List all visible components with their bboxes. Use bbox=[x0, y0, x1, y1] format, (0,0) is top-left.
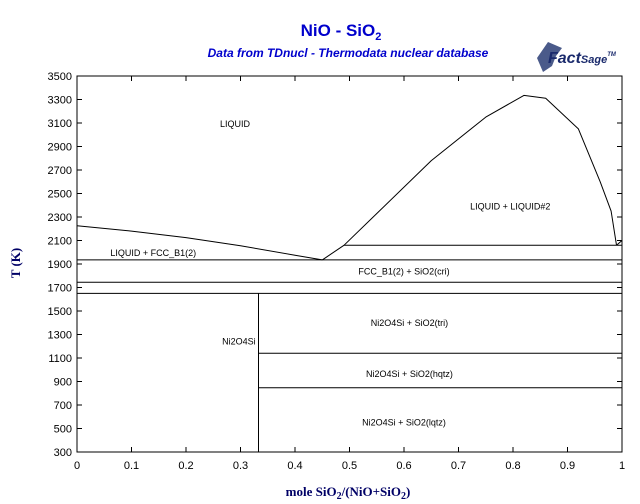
x-tick-label: 0.3 bbox=[233, 460, 248, 472]
y-tick-label: 3500 bbox=[48, 71, 72, 83]
y-tick-label: 1300 bbox=[48, 330, 72, 342]
phase-labels: LIQUID LIQUID + LIQUID#2 LIQUID + FCC_B1(2… bbox=[110, 119, 550, 427]
y-tick-label: 500 bbox=[54, 424, 72, 436]
y-tick-label: 2100 bbox=[48, 236, 72, 248]
y-tick-label: 700 bbox=[54, 400, 72, 412]
region-label: Ni2O4Si bbox=[222, 337, 256, 347]
logo-text-sage: Sage bbox=[581, 54, 607, 66]
x-tick-label: 0.2 bbox=[178, 460, 193, 472]
y-tick-label: 2900 bbox=[48, 142, 72, 154]
y-tick-label: 900 bbox=[54, 377, 72, 389]
y-tick-label: 2300 bbox=[48, 212, 72, 224]
y-tick-label: 300 bbox=[54, 447, 72, 459]
x-tick-label: 0 bbox=[74, 460, 80, 472]
region-label: FCC_B1(2) + SiO2(cri) bbox=[358, 267, 449, 277]
chart-subtitle: Data from TDnucl - Thermodata nuclear da… bbox=[208, 46, 489, 60]
plot-frame bbox=[76, 75, 623, 453]
factsage-logo: FactSageTM bbox=[537, 42, 617, 72]
region-label: Ni2O4Si + SiO2(lqtz) bbox=[362, 418, 446, 428]
x-axis-title-part3: ) bbox=[406, 484, 410, 499]
y-tick-label: 1100 bbox=[48, 353, 72, 365]
x-tick-label: 0.5 bbox=[342, 460, 357, 472]
region-label: LIQUID + FCC_B1(2) bbox=[110, 248, 196, 258]
liquidus-nio bbox=[76, 225, 323, 261]
x-tick-label: 0.9 bbox=[560, 460, 575, 472]
region-label: LIQUID bbox=[220, 119, 251, 129]
chart-title-subscript: 2 bbox=[375, 31, 381, 43]
x-tick-label: 0.6 bbox=[396, 460, 411, 472]
logo-text-fact: Fact bbox=[548, 50, 582, 67]
x-tick-label: 0.4 bbox=[287, 460, 302, 472]
y-axis-title: T (K) bbox=[8, 248, 23, 278]
x-axis-title-sub2: 2 bbox=[401, 491, 406, 502]
y-tick-label: 1700 bbox=[48, 283, 72, 295]
x-axis: 0 0.1 0.2 0.3 0.4 0.5 0.6 0.7 0.8 0.9 1 bbox=[74, 76, 625, 472]
region-label: LIQUID + LIQUID#2 bbox=[470, 201, 550, 211]
x-tick-label: 0.1 bbox=[124, 460, 139, 472]
logo-mark-icon bbox=[537, 42, 562, 72]
x-tick-label: 0.7 bbox=[451, 460, 466, 472]
y-tick-label: 2700 bbox=[48, 165, 72, 177]
liquidus-end bbox=[616, 240, 623, 246]
x-axis-title-sub1: 2 bbox=[337, 491, 342, 502]
phase-boundaries bbox=[76, 94, 623, 452]
y-tick-label: 3100 bbox=[48, 118, 72, 130]
y-tick-label: 2500 bbox=[48, 189, 72, 201]
liquidus-sio2 bbox=[322, 94, 617, 261]
y-tick-label: 1900 bbox=[48, 259, 72, 271]
region-label: Ni2O4Si + SiO2(tri) bbox=[371, 318, 448, 328]
x-axis-title-part1: mole SiO bbox=[286, 484, 337, 499]
x-axis-title: mole SiO2/(NiO+SiO2) bbox=[286, 484, 411, 502]
y-tick-label: 1500 bbox=[48, 306, 72, 318]
chart-title: NiO - SiO2 bbox=[301, 21, 382, 43]
svg-text:FactSageTM: FactSageTM bbox=[548, 50, 617, 67]
y-tick-label: 3300 bbox=[48, 95, 72, 107]
logo-text-tm: TM bbox=[607, 52, 617, 58]
x-axis-title-part2: /(NiO+SiO bbox=[341, 484, 401, 499]
x-tick-label: 0.8 bbox=[505, 460, 520, 472]
chart-title-main: NiO - SiO bbox=[301, 21, 376, 40]
x-tick-label: 1 bbox=[619, 460, 625, 472]
y-axis: 300 500 700 900 1100 1300 1500 1700 1900 2100 2300… bbox=[48, 71, 622, 459]
region-label: Ni2O4Si + SiO2(hqtz) bbox=[366, 369, 453, 379]
